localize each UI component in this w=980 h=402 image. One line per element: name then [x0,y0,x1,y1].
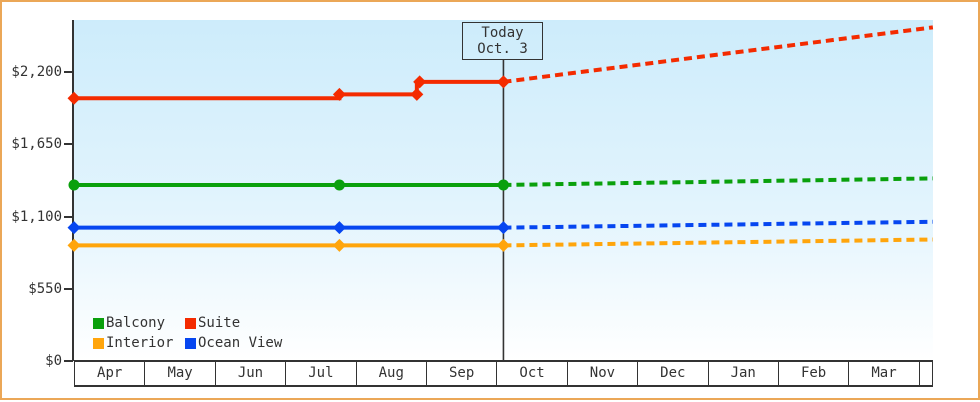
legend-label: Balcony [106,315,166,331]
month-cell: Mar [848,362,918,385]
legend-swatch-balcony [93,317,104,329]
month-cell: Dec [637,362,707,385]
y-tick-mark [64,143,73,146]
y-tick-label: $550 [28,280,62,297]
today-label: Today [481,25,524,41]
y-tick-mark [64,287,73,290]
month-cell-empty [918,362,932,385]
month-cell: Oct [496,362,566,385]
month-cell: Aug [355,362,426,385]
month-cell: May [144,362,214,385]
legend-swatch-ocean-view [185,337,196,349]
today-marker-box: Today Oct. 3 [462,22,543,60]
month-cell: Nov [566,362,637,385]
y-tick-label: $2,200 [11,64,62,80]
y-tick-mark [64,215,73,218]
legend-swatch-suite [185,317,196,329]
y-tick-label: $1,100 [11,208,62,225]
legend-label: Suite [198,315,241,331]
month-cell: Jun [214,362,285,385]
legend-item: Suite [185,313,282,333]
x-axis-month-row: Apr May Jun Jul Aug Sep Oct Nov Dec Jan Feb Mar [74,360,933,387]
month-cell: Apr [74,362,144,385]
legend: Balcony Suite Interior Ocean View [93,313,282,353]
month-cell: Feb [777,362,848,385]
month-cell: Sep [425,362,496,385]
y-tick-label: $0 [45,353,62,369]
month-cell: Jan [707,362,778,385]
y-tick-mark [64,71,73,73]
legend-label: Ocean View [198,335,283,351]
y-tick-mark [64,360,73,362]
legend-swatch-interior [93,337,104,349]
legend-label: Interior [106,335,174,351]
legend-item: Balcony [93,313,185,333]
y-tick-label: $1,650 [11,136,62,153]
plot-area [71,20,933,361]
month-cell: Jul [285,362,355,385]
legend-item: Ocean View [185,333,282,353]
legend-item: Interior [93,333,185,353]
today-date-label: Oct. 3 [477,41,528,57]
